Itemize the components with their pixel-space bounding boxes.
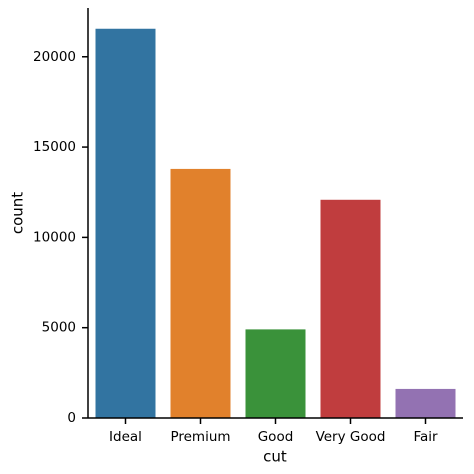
bar [95,28,156,418]
x-tick-label: Very Good [316,429,386,445]
y-tick-label: 0 [67,410,76,426]
x-tick-label: Fair [413,429,438,445]
bar [320,199,381,418]
y-tick-label: 20000 [33,49,76,65]
x-tick-label: Ideal [109,429,142,445]
x-tick-label: Premium [170,429,230,445]
x-axis-label: cut [263,448,287,466]
y-tick-label: 10000 [33,229,76,245]
bar [170,168,231,418]
x-tick-label: Good [258,429,294,445]
bar [395,388,456,418]
bar [245,329,306,418]
y-tick-label: 5000 [42,320,76,336]
y-axis-label: count [9,192,27,234]
y-tick-label: 15000 [33,139,76,155]
